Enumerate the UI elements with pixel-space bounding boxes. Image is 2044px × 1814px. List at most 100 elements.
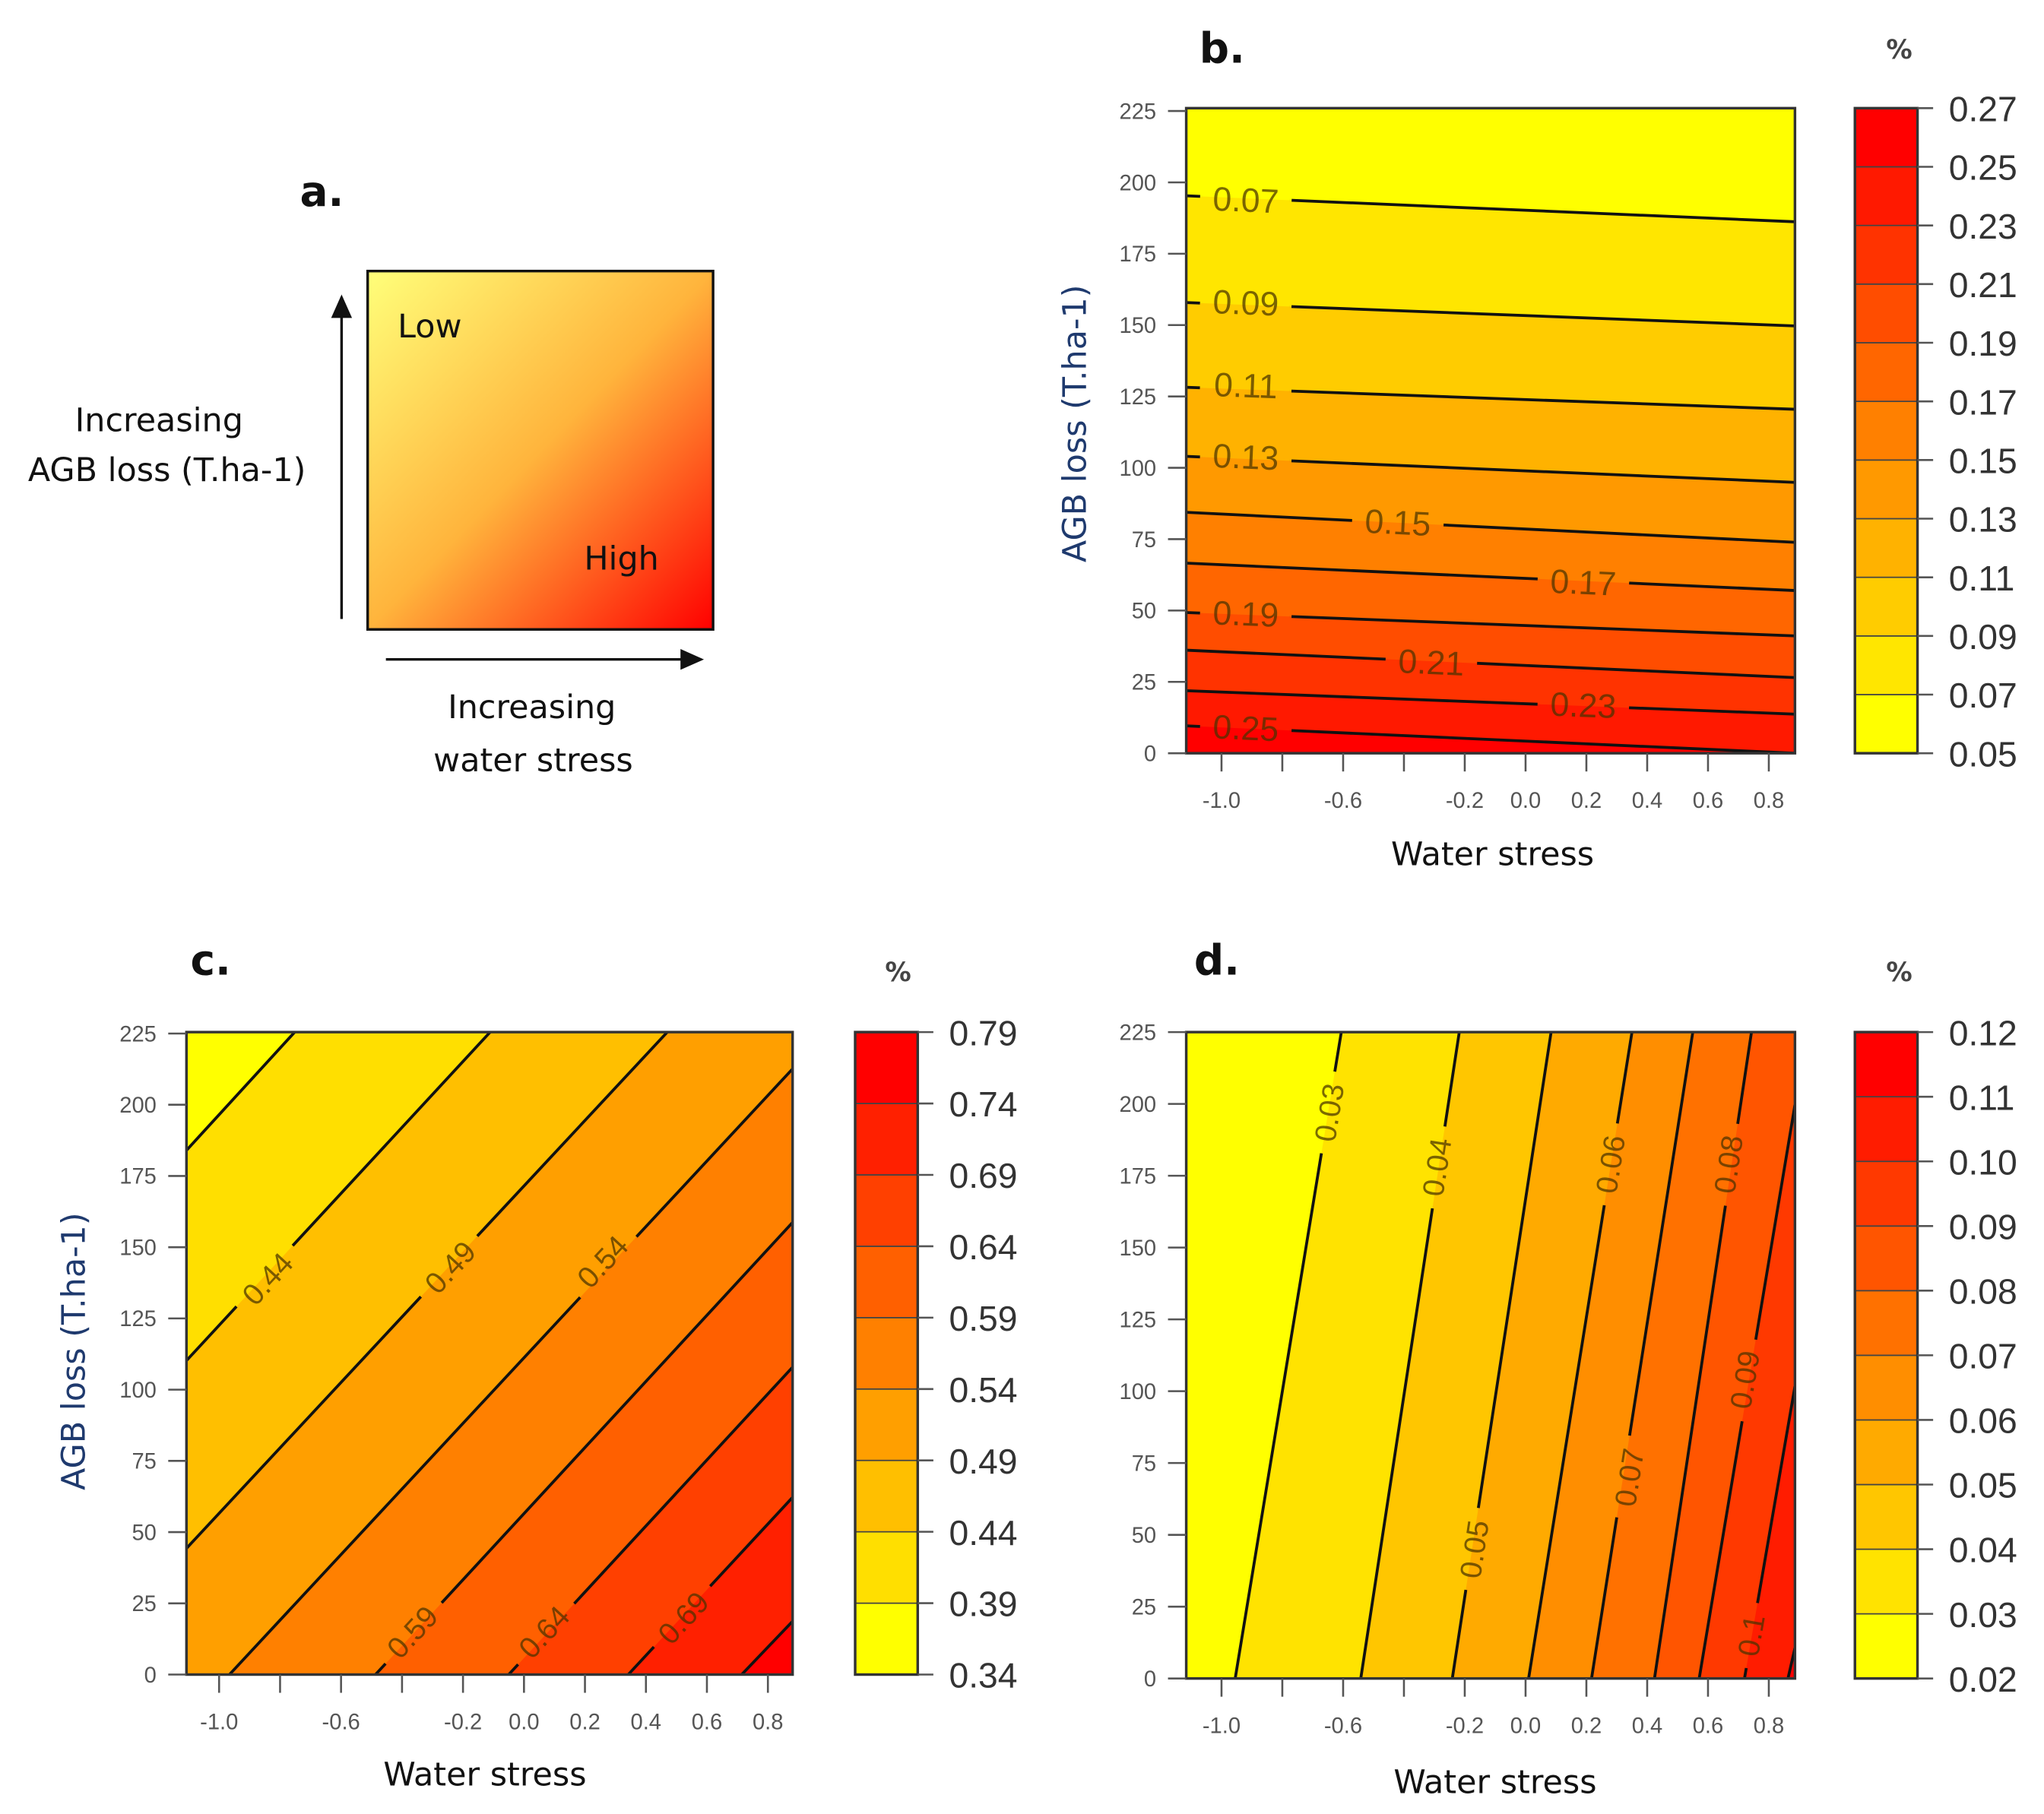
x-tick-label: 0.2 bbox=[1571, 1714, 1602, 1739]
contour-line-0.23 bbox=[1186, 689, 1795, 716]
colorbar-label: 0.04 bbox=[1949, 1531, 2017, 1570]
x-tick-label: -1.0 bbox=[1203, 1714, 1241, 1739]
colorbar-band bbox=[1854, 1290, 1919, 1357]
contour-label: 0.11 bbox=[1213, 366, 1278, 406]
x-tick-label: 0.6 bbox=[1693, 789, 1724, 813]
y-tick-label: 75 bbox=[132, 1450, 156, 1474]
colorbar-band bbox=[1854, 342, 1919, 403]
x-tick-label: 0.0 bbox=[1510, 789, 1542, 813]
colorbar-label: 0.15 bbox=[1949, 441, 2017, 480]
colorbar-label: 0.44 bbox=[949, 1513, 1017, 1553]
y-tick-label: 100 bbox=[1119, 457, 1156, 481]
colorbar-label: 0.07 bbox=[1949, 1337, 2017, 1376]
x-axis-title: Water stress bbox=[1391, 836, 1594, 874]
colorbar-label: 0.09 bbox=[1949, 617, 2017, 657]
y-tick-label: 25 bbox=[1132, 1595, 1156, 1619]
contour-label: 0.17 bbox=[1549, 563, 1617, 603]
y-axis-title: AGB loss (T.ha-1) bbox=[55, 1212, 93, 1490]
contour-line-0.13 bbox=[1186, 454, 1795, 484]
colorbar-band bbox=[1854, 694, 1919, 755]
y-tick-label: 225 bbox=[119, 1022, 157, 1046]
contour-line-0.44 bbox=[185, 1030, 492, 1362]
high-label: High bbox=[584, 540, 659, 578]
contour-line-0.69 bbox=[627, 1496, 794, 1676]
colorbar-label: 0.69 bbox=[949, 1156, 1017, 1195]
colorbar-band bbox=[854, 1174, 919, 1247]
contour-line-0.49 bbox=[185, 1030, 669, 1550]
colorbar-label: 0.05 bbox=[1949, 734, 2017, 774]
x-label-line-2: water stress bbox=[433, 742, 633, 780]
y-tick-label: 175 bbox=[1119, 242, 1156, 267]
x-tick-label: 0.4 bbox=[631, 1711, 662, 1735]
colorbar-label: 0.64 bbox=[949, 1227, 1017, 1267]
y-axis: 0 25 50 75 100 125 150 175 200 225 bbox=[119, 1022, 187, 1688]
panel-c-contour-plot: 0.44 0.49 0.54 0.59 0.64 0.69 -1.0 -0.6 -0.2 0.0 0… bbox=[55, 936, 1018, 1794]
colorbar-label: 0.11 bbox=[1949, 559, 2015, 598]
colorbar-band bbox=[854, 1246, 919, 1319]
x-tick-label: -0.6 bbox=[1324, 1714, 1362, 1739]
colorbar-frame bbox=[1853, 106, 1919, 755]
contour-line-0.09 bbox=[1697, 1104, 1797, 1679]
colorbar: 0.02 0.03 0.04 0.05 0.06 0.07 0.08 0.09 0.10 0.11… bbox=[1853, 1013, 2017, 1699]
contour-labels: 0.07 0.09 0.11 0.13 0.15 0.17 0.19 0.21 0.23 0.25 bbox=[1212, 181, 1617, 749]
y-tick-label: 50 bbox=[132, 1521, 156, 1545]
colorbar-band bbox=[1854, 635, 1919, 695]
contour-line-0.03 bbox=[1234, 1031, 1343, 1679]
plot-frame bbox=[185, 1030, 794, 1676]
y-tick-label: 225 bbox=[1119, 100, 1156, 124]
y-tick-label: 50 bbox=[1132, 600, 1156, 624]
colorbar-band bbox=[854, 1459, 919, 1533]
contour-line-0.07 bbox=[1186, 194, 1795, 223]
contour-line-0.04 bbox=[1359, 1031, 1461, 1679]
colorbar-label: 0.59 bbox=[949, 1299, 1017, 1338]
colorbar-label: 0.07 bbox=[1949, 676, 2017, 715]
x-tick-label: -0.2 bbox=[1446, 1714, 1484, 1739]
colorbar-band bbox=[1854, 576, 1919, 637]
x-label-line-1: Increasing bbox=[448, 689, 616, 727]
colorbar-band bbox=[854, 1316, 919, 1390]
contour-label: 0.15 bbox=[1364, 503, 1431, 543]
x-tick-label: 0.8 bbox=[1754, 1714, 1785, 1739]
panel-letter: d. bbox=[1194, 936, 1240, 985]
colorbar-label: 0.34 bbox=[949, 1656, 1017, 1695]
colorbar-band bbox=[1854, 459, 1919, 520]
colorbar-label: 0.21 bbox=[1949, 265, 2017, 305]
colorbar-band bbox=[854, 1031, 919, 1104]
x-tick-label: 0.8 bbox=[1754, 789, 1785, 813]
contour-line-0.25 bbox=[1186, 724, 1795, 755]
contour-line-0.54 bbox=[228, 1068, 794, 1676]
colorbar-band bbox=[1854, 1548, 1919, 1615]
contour-label: 0.07 bbox=[1212, 181, 1280, 221]
colorbar-label: 0.19 bbox=[1949, 324, 2017, 363]
contour-lines bbox=[185, 1030, 794, 1676]
contour-line-0.11 bbox=[1186, 385, 1795, 411]
colorbar-label: 0.12 bbox=[1949, 1013, 2017, 1053]
colorbar-label: 0.02 bbox=[1949, 1660, 2017, 1699]
colorbar-band bbox=[854, 1103, 919, 1176]
colorbar-band bbox=[854, 1602, 919, 1676]
gradient-square bbox=[366, 269, 715, 631]
y-tick-label: 200 bbox=[1119, 171, 1156, 195]
y-axis: 0 25 50 75 100 125 150 175 200 225 bbox=[1119, 100, 1187, 766]
colorbar-unit: % bbox=[1886, 35, 1912, 65]
colorbar-label: 0.54 bbox=[949, 1370, 1017, 1410]
y-tick-label: 0 bbox=[1144, 1667, 1156, 1692]
x-tick-label: 0.2 bbox=[569, 1711, 601, 1735]
contour-line-0.06 bbox=[1527, 1031, 1634, 1679]
colorbar-label: 0.27 bbox=[1949, 89, 2017, 128]
y-tick-label: 125 bbox=[119, 1307, 157, 1331]
y-tick-label: 75 bbox=[1132, 528, 1156, 552]
x-tick-label: 0.0 bbox=[1510, 1714, 1542, 1739]
y-tick-label: 50 bbox=[1132, 1524, 1156, 1548]
colorbar-frame bbox=[854, 1030, 920, 1676]
x-tick-label: -1.0 bbox=[200, 1711, 238, 1735]
y-axis: 0 25 50 75 100 125 150 175 200 225 bbox=[1119, 1021, 1187, 1692]
colorbar-band bbox=[854, 1531, 919, 1604]
x-tick-label: -0.2 bbox=[444, 1711, 482, 1735]
contour-label: 0.23 bbox=[1550, 686, 1618, 726]
contour-label: 0.1 bbox=[1732, 1612, 1772, 1659]
colorbar-label: 0.11 bbox=[1949, 1078, 2015, 1117]
colorbar-label: 0.06 bbox=[1949, 1401, 2017, 1441]
colorbar-band bbox=[1854, 1225, 1919, 1292]
